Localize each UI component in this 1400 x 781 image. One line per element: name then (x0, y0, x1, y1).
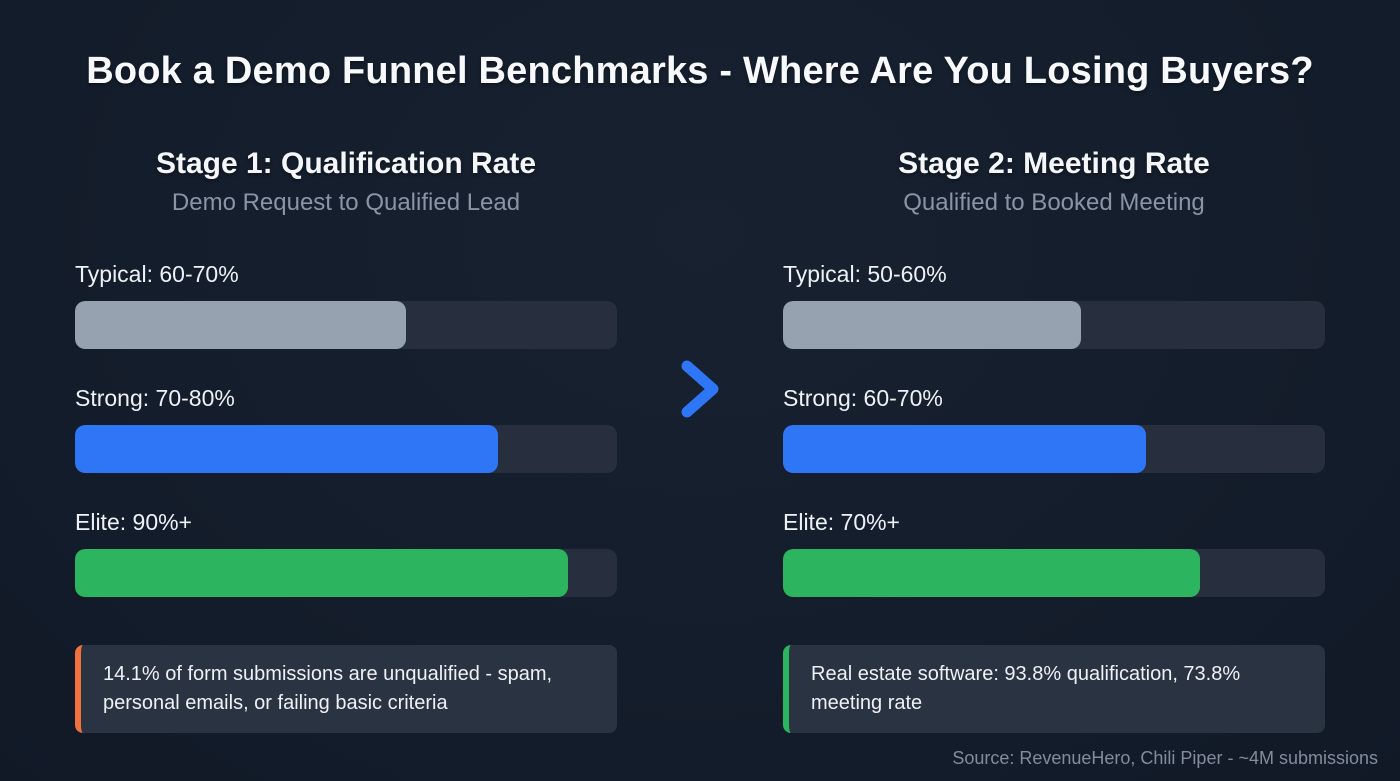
bar-track (783, 301, 1325, 349)
bar-track (75, 549, 617, 597)
bar-label: Elite: 70%+ (783, 509, 900, 535)
bar-group-typical: Typical: 60-70% (75, 261, 617, 349)
stage-1-title: Stage 1: Qualification Rate (155, 147, 537, 180)
bar-label: Strong: 60-70% (783, 385, 943, 411)
bar-group-elite: Elite: 90%+ (75, 509, 617, 597)
bar-track (75, 301, 617, 349)
stage-2-subtitle: Qualified to Booked Meeting (903, 189, 1205, 216)
callout-text: 14.1% of form submissions are unqualifie… (103, 663, 553, 714)
bar-fill (75, 425, 498, 473)
bar-track (783, 425, 1325, 473)
bar-group-strong: Strong: 60-70% (783, 385, 1325, 473)
bar-label: Typical: 60-70% (75, 261, 239, 287)
bar-fill (75, 301, 406, 349)
bar-label: Strong: 70-80% (75, 385, 235, 411)
bar-fill (75, 549, 569, 597)
source-attribution: Source: RevenueHero, Chili Piper - ~4M s… (952, 748, 1378, 768)
stage-1-callout: 14.1% of form submissions are unqualifie… (75, 645, 617, 733)
bar-group-elite: Elite: 70%+ (783, 509, 1325, 597)
page-title: Book a Demo Funnel Benchmarks - Where Ar… (86, 50, 1314, 92)
bar-label: Elite: 90%+ (75, 509, 192, 535)
stage-2-callout: Real estate software: 93.8% qualificatio… (783, 645, 1325, 733)
chevron-right-path (681, 360, 719, 418)
bar-fill (783, 549, 1201, 597)
stage-2-column: Stage 2: Meeting Rate Qualified to Booke… (783, 147, 1325, 733)
bar-label: Typical: 50-60% (783, 261, 947, 287)
bar-fill (783, 301, 1082, 349)
stage-2-title: Stage 2: Meeting Rate (898, 147, 1210, 180)
stage-1-column: Stage 1: Qualification Rate Demo Request… (75, 147, 617, 733)
bar-track (783, 549, 1325, 597)
stage-1-subtitle: Demo Request to Qualified Lead (171, 189, 521, 216)
bar-group-strong: Strong: 70-80% (75, 385, 617, 473)
chevron-right-icon (681, 360, 719, 418)
stage-columns: Stage 1: Qualification Rate Demo Request… (75, 147, 1325, 733)
bar-fill (783, 425, 1147, 473)
bar-track (75, 425, 617, 473)
bar-group-typical: Typical: 50-60% (783, 261, 1325, 349)
callout-text: Real estate software: 93.8% qualificatio… (811, 663, 1241, 714)
